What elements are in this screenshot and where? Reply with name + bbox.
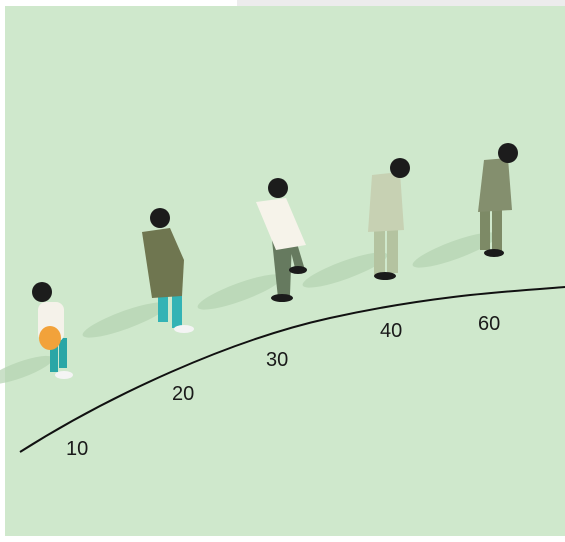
age-label: 60: [478, 313, 500, 335]
age-label: 30: [266, 349, 288, 371]
photo: 10 20 30 40 60: [0, 0, 565, 542]
top-strip: [237, 0, 565, 7]
age-label: 10: [66, 438, 88, 460]
page: 10 20 30 40 60 (() => { const data = JSO…: [0, 0, 565, 542]
age-label: 40: [380, 320, 402, 342]
age-label: 20: [172, 383, 194, 405]
